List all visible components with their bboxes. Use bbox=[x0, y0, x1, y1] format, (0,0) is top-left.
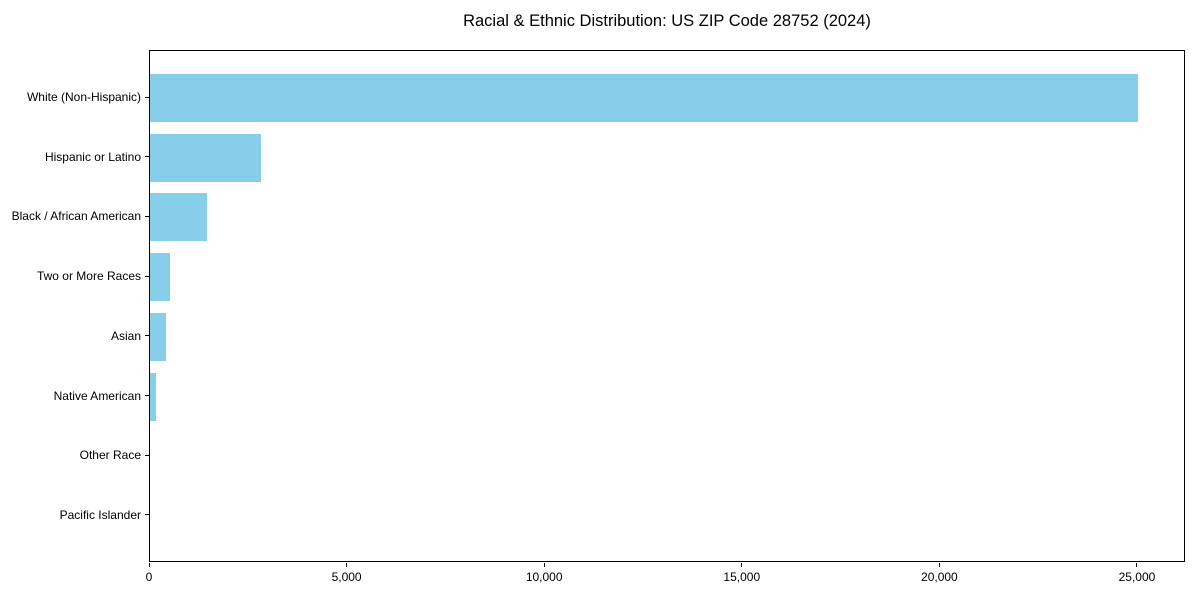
x-tick bbox=[1136, 563, 1138, 567]
y-tick bbox=[145, 454, 149, 456]
x-tick bbox=[543, 563, 545, 567]
x-tick bbox=[741, 563, 743, 567]
bar-hispanic-or-latino bbox=[150, 133, 261, 182]
y-tick bbox=[145, 395, 149, 396]
bar-asian bbox=[150, 312, 166, 361]
bar-native-american bbox=[150, 372, 156, 421]
y-tick bbox=[145, 156, 149, 158]
bar-black-african-american bbox=[150, 193, 208, 242]
plot-area bbox=[149, 50, 1185, 562]
bar-white-non-hispanic bbox=[150, 74, 1138, 123]
x-tick-label: 0 bbox=[145, 570, 153, 584]
category-label: Asian bbox=[110, 328, 141, 343]
y-tick bbox=[145, 215, 149, 217]
x-tick-label: 20,000 bbox=[921, 570, 958, 584]
y-tick bbox=[145, 96, 149, 98]
category-label: Hispanic or Latino bbox=[44, 149, 141, 164]
category-label: Two or More Races bbox=[36, 269, 141, 284]
chart-title: Racial & Ethnic Distribution: US ZIP Cod… bbox=[463, 12, 871, 30]
category-label: Native American bbox=[53, 388, 141, 403]
category-label: Black / African American bbox=[11, 209, 141, 224]
x-tick bbox=[938, 563, 940, 567]
y-tick bbox=[145, 335, 149, 337]
x-tick bbox=[148, 563, 150, 567]
x-tick-label: 5,000 bbox=[331, 570, 362, 584]
bar-two-or-more-races bbox=[150, 253, 170, 302]
category-label: White (Non-Hispanic) bbox=[26, 90, 141, 105]
x-tick-label: 10,000 bbox=[525, 570, 563, 584]
category-label: Other Race bbox=[79, 448, 141, 463]
y-tick bbox=[145, 514, 149, 516]
category-label: Pacific Islander bbox=[59, 507, 141, 522]
y-tick bbox=[145, 275, 149, 277]
x-tick-label: 25,000 bbox=[1118, 570, 1156, 584]
x-tick-label: 15,000 bbox=[723, 570, 761, 584]
x-tick bbox=[346, 563, 348, 567]
